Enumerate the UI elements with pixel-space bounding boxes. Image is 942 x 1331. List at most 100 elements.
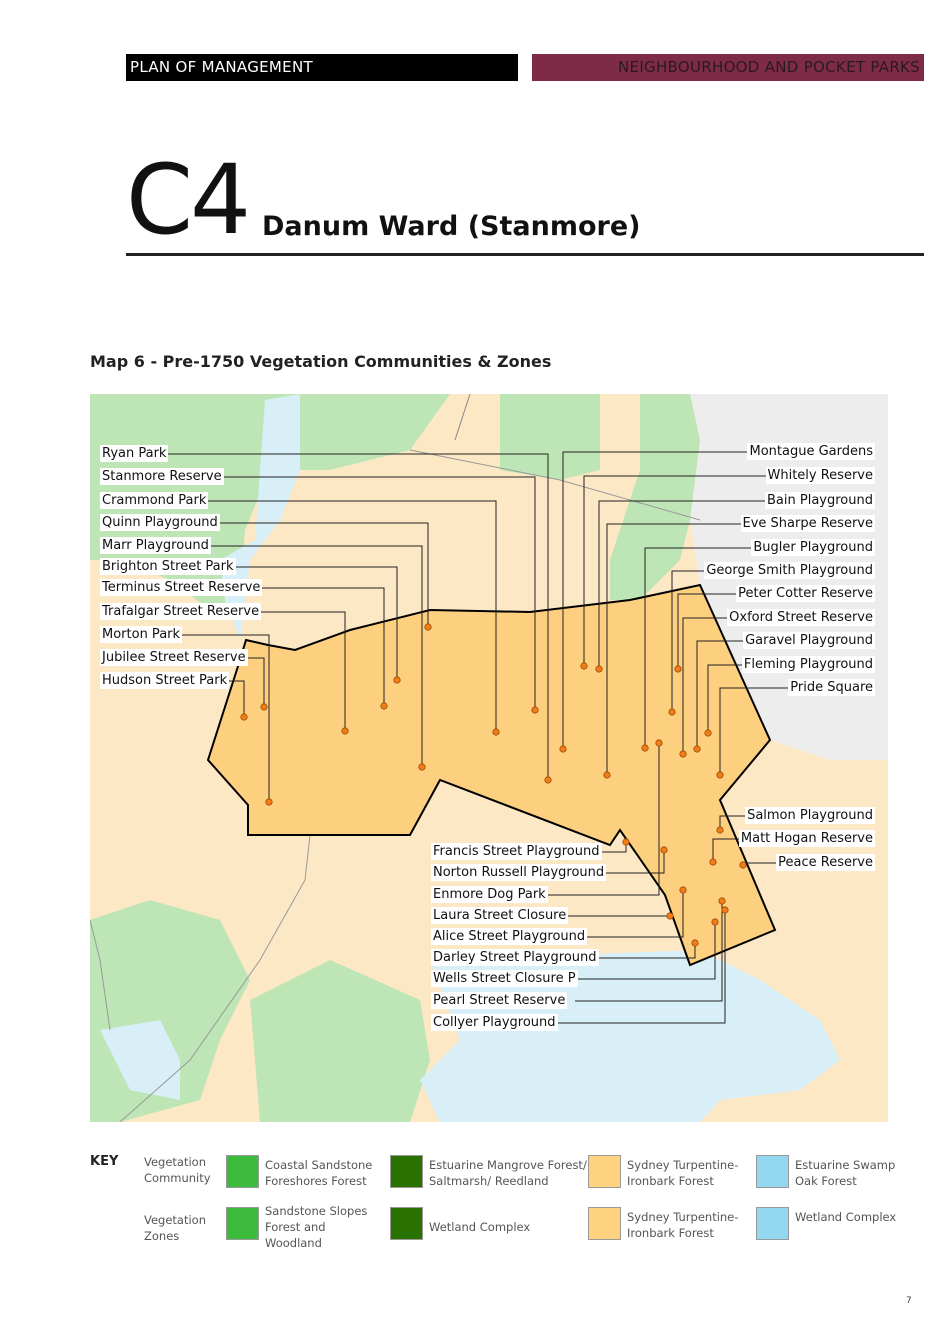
park-george-smith-playground-label: George Smith Playground	[704, 562, 875, 579]
key-item-label: Sydney Turpentine-Ironbark Forest	[627, 1158, 739, 1188]
park-pride-square-location-dot	[716, 771, 724, 779]
park-morton-park-leader-line	[178, 634, 270, 802]
park-trafalgar-street-reserve-location-dot	[341, 727, 349, 735]
park-bugler-playground-label: Bugler Playground	[751, 539, 875, 556]
title-divider	[126, 253, 924, 256]
park-pearl-street-reserve-label: Pearl Street Reserve	[431, 992, 568, 1009]
park-darley-street-playground-leader-line	[584, 943, 696, 959]
park-crammond-park-label: Crammond Park	[100, 492, 209, 509]
key-swatch	[588, 1155, 621, 1188]
water-inlet-southwest	[100, 1020, 180, 1100]
park-fleming-playground-leader-line	[707, 664, 750, 733]
park-hudson-street-park-label: Hudson Street Park	[100, 672, 230, 689]
park-enmore-dog-park-location-dot	[655, 739, 663, 747]
park-darley-street-playground-label: Darley Street Playground	[431, 949, 599, 966]
park-peter-cotter-reserve-location-dot	[674, 665, 682, 673]
park-francis-street-playground-label: Francis Street Playground	[431, 843, 602, 860]
road-line	[454, 394, 471, 441]
park-montague-gardens-location-dot	[559, 745, 567, 753]
road-line	[409, 449, 701, 521]
park-oxford-street-reserve-leader-line	[682, 617, 740, 754]
key-item-label: Wetland Complex	[429, 1220, 531, 1234]
park-collyer-playground-location-dot	[721, 906, 729, 914]
park-marr-playground-location-dot	[418, 763, 426, 771]
park-pearl-street-reserve-location-dot	[718, 897, 726, 905]
park-collyer-playground-leader-line	[550, 910, 726, 1024]
park-bugler-playground-location-dot	[641, 744, 649, 752]
park-brighton-street-park-label: Brighton Street Park	[100, 558, 236, 575]
map-key: KEY Vegetation Community Coastal Sandston…	[90, 1150, 910, 1260]
park-wells-street-closure-p-leader-line	[562, 922, 716, 980]
park-eve-sharpe-reserve-label: Eve Sharpe Reserve	[740, 515, 875, 532]
park-enmore-dog-park-leader-line	[542, 743, 660, 896]
park-montague-gardens-leader-line	[562, 451, 757, 749]
park-ryan-park-location-dot	[544, 776, 552, 784]
park-alice-street-playground-location-dot	[679, 886, 687, 894]
vegetation-map: Ryan Park Stanmore Reserve Crammond Park Qu…	[90, 394, 888, 1122]
road-line	[119, 834, 311, 1122]
key-swatch	[226, 1155, 259, 1188]
park-morton-park-label: Morton Park	[100, 626, 183, 643]
park-francis-street-playground-location-dot	[622, 838, 630, 846]
park-peace-reserve-location-dot	[739, 861, 747, 869]
park-montague-gardens-label: Montague Gardens	[747, 443, 875, 460]
park-garavel-playground-location-dot	[693, 745, 701, 753]
park-wells-street-closure-p-label: Wells Street Closure P	[431, 970, 578, 987]
park-fleming-playground-label: Fleming Playground	[741, 656, 875, 673]
park-marr-playground-label: Marr Playground	[100, 537, 211, 554]
park-brighton-street-park-leader-line	[224, 566, 398, 680]
park-salmon-playground-leader-line	[719, 815, 753, 830]
map-title: Map 6 - Pre-1750 Vegetation Communities …	[90, 352, 552, 371]
park-brighton-street-park-location-dot	[393, 676, 401, 684]
park-salmon-playground-location-dot	[716, 826, 724, 834]
key-row-label: Vegetation Zones	[144, 1213, 207, 1243]
park-quinn-playground-leader-line	[214, 522, 429, 627]
park-eve-sharpe-reserve-location-dot	[603, 771, 611, 779]
park-trafalgar-street-reserve-label: Trafalgar Street Reserve	[100, 603, 262, 620]
park-whitely-reserve-leader-line	[583, 475, 774, 666]
park-norton-russell-playground-leader-line	[598, 850, 665, 874]
park-matt-hogan-reserve-location-dot	[709, 858, 717, 866]
park-darley-street-playground-location-dot	[691, 939, 699, 947]
key-title: KEY	[90, 1154, 119, 1169]
park-jubilee-street-reserve-location-dot	[260, 703, 268, 711]
park-whitely-reserve-label: Whitely Reserve	[765, 467, 875, 484]
park-ryan-park-label: Ryan Park	[100, 445, 169, 462]
park-ryan-park-leader-line	[162, 453, 549, 780]
key-item-label: Estuarine Swamp Oak Forest	[795, 1158, 896, 1188]
park-oxford-street-reserve-label: Oxford Street Reserve	[727, 609, 875, 626]
park-bain-playground-location-dot	[595, 665, 603, 673]
park-stanmore-reserve-location-dot	[531, 706, 539, 714]
park-laura-street-closure-location-dot	[666, 912, 674, 920]
park-george-smith-playground-location-dot	[668, 708, 676, 716]
park-hudson-street-park-location-dot	[240, 713, 248, 721]
park-quinn-playground-location-dot	[424, 623, 432, 631]
park-eve-sharpe-reserve-leader-line	[606, 523, 754, 775]
park-matt-hogan-reserve-leader-line	[712, 838, 750, 862]
park-bugler-playground-leader-line	[644, 547, 759, 748]
park-matt-hogan-reserve-label: Matt Hogan Reserve	[738, 830, 875, 847]
park-norton-russell-playground-location-dot	[660, 846, 668, 854]
water-river-north	[220, 394, 300, 640]
park-enmore-dog-park-label: Enmore Dog Park	[431, 886, 548, 903]
park-alice-street-playground-leader-line	[577, 890, 684, 938]
park-laura-street-closure-label: Laura Street Closure	[431, 907, 569, 924]
ward-boundary	[206, 583, 777, 967]
park-garavel-playground-label: Garavel Playground	[743, 632, 875, 649]
green-zone-north	[500, 394, 600, 480]
key-swatch	[390, 1155, 423, 1188]
key-item-label: Sandstone Slopes Forest and Woodland	[265, 1204, 368, 1250]
park-stanmore-reserve-label: Stanmore Reserve	[100, 468, 224, 485]
header-document-title: PLAN OF MANAGEMENT	[126, 54, 518, 81]
section-title: Danum Ward (Stanmore)	[262, 211, 641, 242]
park-morton-park-location-dot	[265, 798, 273, 806]
page-number: 7	[906, 1296, 912, 1306]
key-swatch	[390, 1207, 423, 1240]
park-peter-cotter-reserve-label: Peter Cotter Reserve	[736, 585, 875, 602]
key-swatch	[226, 1207, 259, 1240]
park-fleming-playground-location-dot	[704, 729, 712, 737]
park-oxford-street-reserve-location-dot	[679, 750, 687, 758]
park-salmon-playground-label: Salmon Playground	[745, 807, 875, 824]
park-terminus-street-reserve-leader-line	[248, 587, 385, 706]
park-peter-cotter-reserve-leader-line	[677, 593, 749, 669]
